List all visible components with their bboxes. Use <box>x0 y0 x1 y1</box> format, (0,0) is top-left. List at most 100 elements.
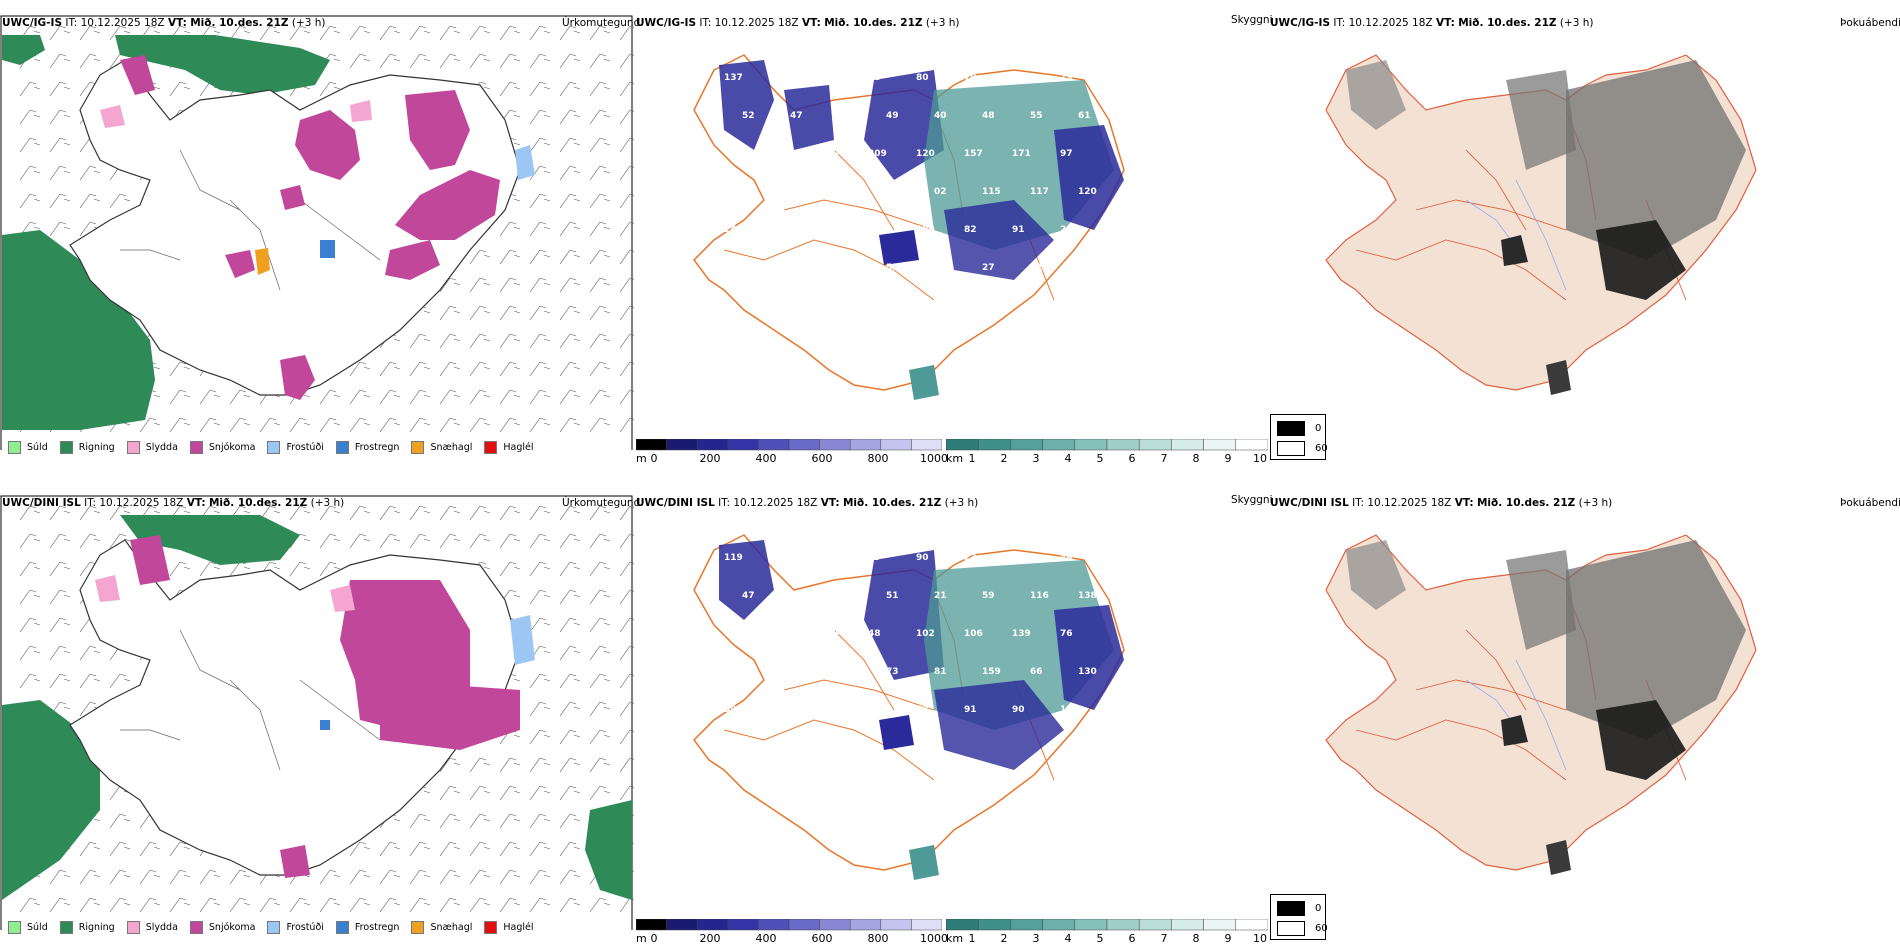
visibility-label: 55 <box>1030 111 1043 121</box>
wind-barb <box>169 361 191 377</box>
visibility-label: 260 <box>820 149 839 159</box>
wind-barb <box>529 757 551 773</box>
visibility-label: 52 <box>838 111 851 121</box>
wind-barb <box>439 757 461 773</box>
wind-barb <box>499 249 521 265</box>
wind-barb <box>559 505 581 521</box>
wind-barb <box>589 897 611 913</box>
colorbar-swatch <box>727 439 759 451</box>
visibility-label: 47 <box>790 111 803 121</box>
row1-vis-km-bar: km 1 2 3 4 5 6 7 8 9 10 <box>946 439 1268 465</box>
wind-barb <box>349 897 371 913</box>
wind-barb <box>19 109 41 125</box>
visibility-label: 81 <box>742 667 755 677</box>
wind-barb <box>379 841 401 857</box>
wind-barb <box>379 25 401 41</box>
colorbar-swatch <box>1171 919 1204 931</box>
wind-barb <box>619 561 634 577</box>
legend-item-hagel: Haglél <box>484 441 534 454</box>
legend-item-snaehagl: Snæhagl <box>411 921 472 934</box>
wind-barb <box>49 673 71 689</box>
wind-barb <box>439 533 461 549</box>
visibility-label: 119 <box>724 553 743 563</box>
colorbar-swatch <box>1138 439 1172 451</box>
wind-barb <box>529 841 551 857</box>
visibility-label: 233 <box>790 667 809 677</box>
visibility-label: 88 <box>772 629 785 639</box>
wind-barb <box>469 757 491 773</box>
colorbar-tick: 600 <box>811 932 833 945</box>
visibility-label: 130 <box>1078 667 1097 677</box>
visibility-label: 123 <box>1060 705 1079 715</box>
colorbar-swatch <box>977 439 1011 451</box>
wind-barb <box>619 221 634 237</box>
wind-barb <box>79 505 101 521</box>
wind-barb <box>349 361 371 377</box>
colorbar-tick: 8 <box>1192 932 1200 945</box>
colorbar-swatch <box>880 919 912 931</box>
wind-barb <box>409 417 431 433</box>
wind-barb <box>559 305 581 321</box>
visibility-label: 91 <box>964 705 977 715</box>
visibility-label: 22 <box>1030 263 1043 273</box>
wind-barb <box>529 109 551 125</box>
visibility-label: 309 <box>868 149 887 159</box>
visibility-label: 200 <box>1078 263 1097 273</box>
wind-barb <box>589 701 611 717</box>
colorbar-tick: 0 <box>650 932 658 945</box>
wind-barb <box>559 813 581 829</box>
visibility-label: 21 <box>934 591 947 601</box>
wind-barb <box>19 897 41 913</box>
wind-barb <box>559 617 581 633</box>
visibility-label: 139 <box>1012 629 1031 639</box>
wind-barb <box>109 193 131 209</box>
wind-barb <box>529 729 551 745</box>
wind-barb <box>529 701 551 717</box>
wind-barb <box>169 841 191 857</box>
wind-barb <box>589 81 611 97</box>
wind-barb <box>559 869 581 885</box>
wind-barb <box>619 389 634 405</box>
wind-barb <box>589 193 611 209</box>
visibility-label: 02 <box>934 187 947 197</box>
colorbar-swatch <box>946 439 979 451</box>
wind-barb <box>289 561 311 577</box>
colorbar-tick: 9 <box>1224 932 1232 945</box>
wind-barb <box>589 25 611 41</box>
colorbar-swatch <box>1203 919 1237 931</box>
wind-barb <box>109 869 131 885</box>
wind-barb <box>529 533 551 549</box>
visibility-label: 75 <box>790 263 803 273</box>
wind-barb <box>469 389 491 405</box>
wind-barb <box>199 561 221 577</box>
wind-barb <box>409 841 431 857</box>
wind-barb <box>559 533 581 549</box>
wind-barb <box>199 869 221 885</box>
wind-barb <box>619 673 634 689</box>
wind-barb <box>619 165 634 181</box>
colorbar-swatch <box>788 439 820 451</box>
wind-barb <box>589 505 611 521</box>
wind-barb <box>49 165 71 181</box>
wind-barb <box>619 617 634 633</box>
wind-barb <box>259 897 281 913</box>
wind-barb <box>469 785 491 801</box>
wind-barb <box>409 389 431 405</box>
colorbar-swatch <box>977 919 1011 931</box>
colorbar-swatch <box>1235 919 1268 931</box>
wind-barb <box>469 417 491 433</box>
wind-barb <box>589 757 611 773</box>
legend-item-slydda: Slydda <box>126 441 178 454</box>
wind-barb <box>19 673 41 689</box>
legend-item-snjokoma: Snjókoma <box>189 441 255 454</box>
wind-barb <box>439 813 461 829</box>
wind-barb <box>469 53 491 69</box>
wind-barb <box>49 533 71 549</box>
visibility-label: 102 <box>916 629 935 639</box>
legend-item-rigning: Rigning <box>59 441 115 454</box>
visibility-label: 95 <box>868 705 881 715</box>
wind-barb <box>559 841 581 857</box>
wind-barb <box>469 305 491 321</box>
wind-barb <box>349 505 371 521</box>
wind-barb <box>439 53 461 69</box>
